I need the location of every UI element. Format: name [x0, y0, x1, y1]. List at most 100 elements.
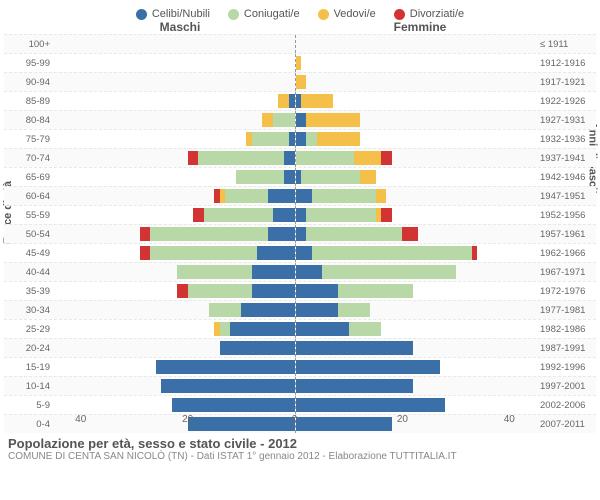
pyramid-row: 30-341977-1981	[4, 300, 596, 319]
bar-female	[296, 398, 537, 412]
bar-female	[296, 379, 537, 393]
bar-segment	[150, 227, 268, 241]
bar-female	[296, 208, 537, 222]
pyramid-row: 5-92002-2006	[4, 395, 596, 414]
bar-segment	[338, 284, 413, 298]
bar-female	[296, 170, 537, 184]
bar-segment	[296, 189, 312, 203]
bar-female	[296, 360, 537, 374]
bar-segment	[296, 398, 446, 412]
bar-segment	[296, 284, 339, 298]
bar-female	[296, 284, 537, 298]
bar-segment	[273, 113, 294, 127]
pyramid-row: 65-691942-1946	[4, 167, 596, 186]
bar-segment	[140, 227, 151, 241]
year-label: 1987-1991	[536, 343, 596, 354]
bar-male	[54, 113, 295, 127]
bar-segment	[296, 360, 440, 374]
bar-segment	[381, 208, 392, 222]
legend-label: Coniugati/e	[244, 8, 300, 20]
pyramid-row: 100+≤ 1911	[4, 34, 596, 53]
bar-segment	[296, 341, 414, 355]
legend-swatch	[136, 9, 147, 20]
bar-male	[54, 265, 295, 279]
bar-segment	[306, 132, 317, 146]
legend-label: Divorziati/e	[410, 8, 464, 20]
age-label: 70-74	[4, 153, 54, 164]
bar-segment	[262, 113, 273, 127]
bar-segment	[268, 227, 295, 241]
bar-male	[54, 322, 295, 336]
pyramid-row: 50-541957-1961	[4, 224, 596, 243]
bar-male	[54, 246, 295, 260]
pyramid-row: 40-441967-1971	[4, 262, 596, 281]
bar-segment	[204, 208, 273, 222]
bar-female	[296, 113, 537, 127]
bar-segment	[301, 94, 333, 108]
bar-segment	[296, 75, 307, 89]
age-label: 10-14	[4, 381, 54, 392]
bar-segment	[472, 246, 477, 260]
bar-segment	[236, 170, 284, 184]
legend-item: Coniugati/e	[228, 8, 300, 20]
pyramid-row: 80-841927-1931	[4, 110, 596, 129]
bar-segment	[177, 284, 188, 298]
bar-segment	[322, 265, 456, 279]
chart-area: Fasce di età Anni di nascita 100+≤ 19119…	[4, 34, 596, 414]
bar-segment	[241, 303, 294, 317]
bar-segment	[381, 151, 392, 165]
bar-segment	[284, 170, 295, 184]
bar-female	[296, 322, 537, 336]
pyramid-row: 15-191992-1996	[4, 357, 596, 376]
bar-segment	[161, 379, 295, 393]
legend-label: Celibi/Nubili	[152, 8, 210, 20]
pyramid-row: 60-641947-1951	[4, 186, 596, 205]
pyramid-row: 70-741937-1941	[4, 148, 596, 167]
age-label: 35-39	[4, 286, 54, 297]
x-tick: 40	[504, 414, 515, 425]
bar-segment	[312, 189, 376, 203]
pyramid-row: 95-991912-1916	[4, 53, 596, 72]
bar-female	[296, 265, 537, 279]
age-label: 100+	[4, 39, 54, 50]
x-tick: 40	[75, 414, 86, 425]
bar-segment	[188, 151, 199, 165]
pyramid-row: 75-791932-1936	[4, 129, 596, 148]
bar-male	[54, 208, 295, 222]
age-label: 45-49	[4, 248, 54, 259]
age-label: 75-79	[4, 134, 54, 145]
bar-segment	[296, 113, 307, 127]
bar-segment	[278, 94, 289, 108]
year-label: 1952-1956	[536, 210, 596, 221]
bar-segment	[273, 208, 294, 222]
age-label: 20-24	[4, 343, 54, 354]
bar-segment	[296, 208, 307, 222]
bar-male	[54, 284, 295, 298]
bar-segment	[301, 170, 360, 184]
year-label: 1962-1966	[536, 248, 596, 259]
pyramid-row: 20-24 1987-1991	[4, 338, 596, 357]
bar-segment	[252, 265, 295, 279]
year-label: 1957-1961	[536, 229, 596, 240]
chart-subtitle: COMUNE DI CENTA SAN NICOLÒ (TN) - Dati I…	[8, 451, 592, 462]
pyramid-row: 25-291982-1986	[4, 319, 596, 338]
bar-segment	[306, 113, 359, 127]
bar-female	[296, 246, 537, 260]
age-label: 5-9	[4, 400, 54, 411]
legend-item: Vedovi/e	[318, 8, 376, 20]
year-label: 1972-1976	[536, 286, 596, 297]
bar-male	[54, 132, 295, 146]
bar-segment	[193, 208, 204, 222]
bar-male	[54, 170, 295, 184]
bar-segment	[296, 322, 349, 336]
bar-female	[296, 227, 537, 241]
bar-segment	[284, 151, 295, 165]
age-label: 55-59	[4, 210, 54, 221]
bar-segment	[306, 227, 402, 241]
bar-male	[54, 151, 295, 165]
bar-segment	[296, 246, 312, 260]
bar-female	[296, 151, 537, 165]
bar-male	[54, 227, 295, 241]
bar-segment	[172, 398, 295, 412]
year-label: 1927-1931	[536, 115, 596, 126]
